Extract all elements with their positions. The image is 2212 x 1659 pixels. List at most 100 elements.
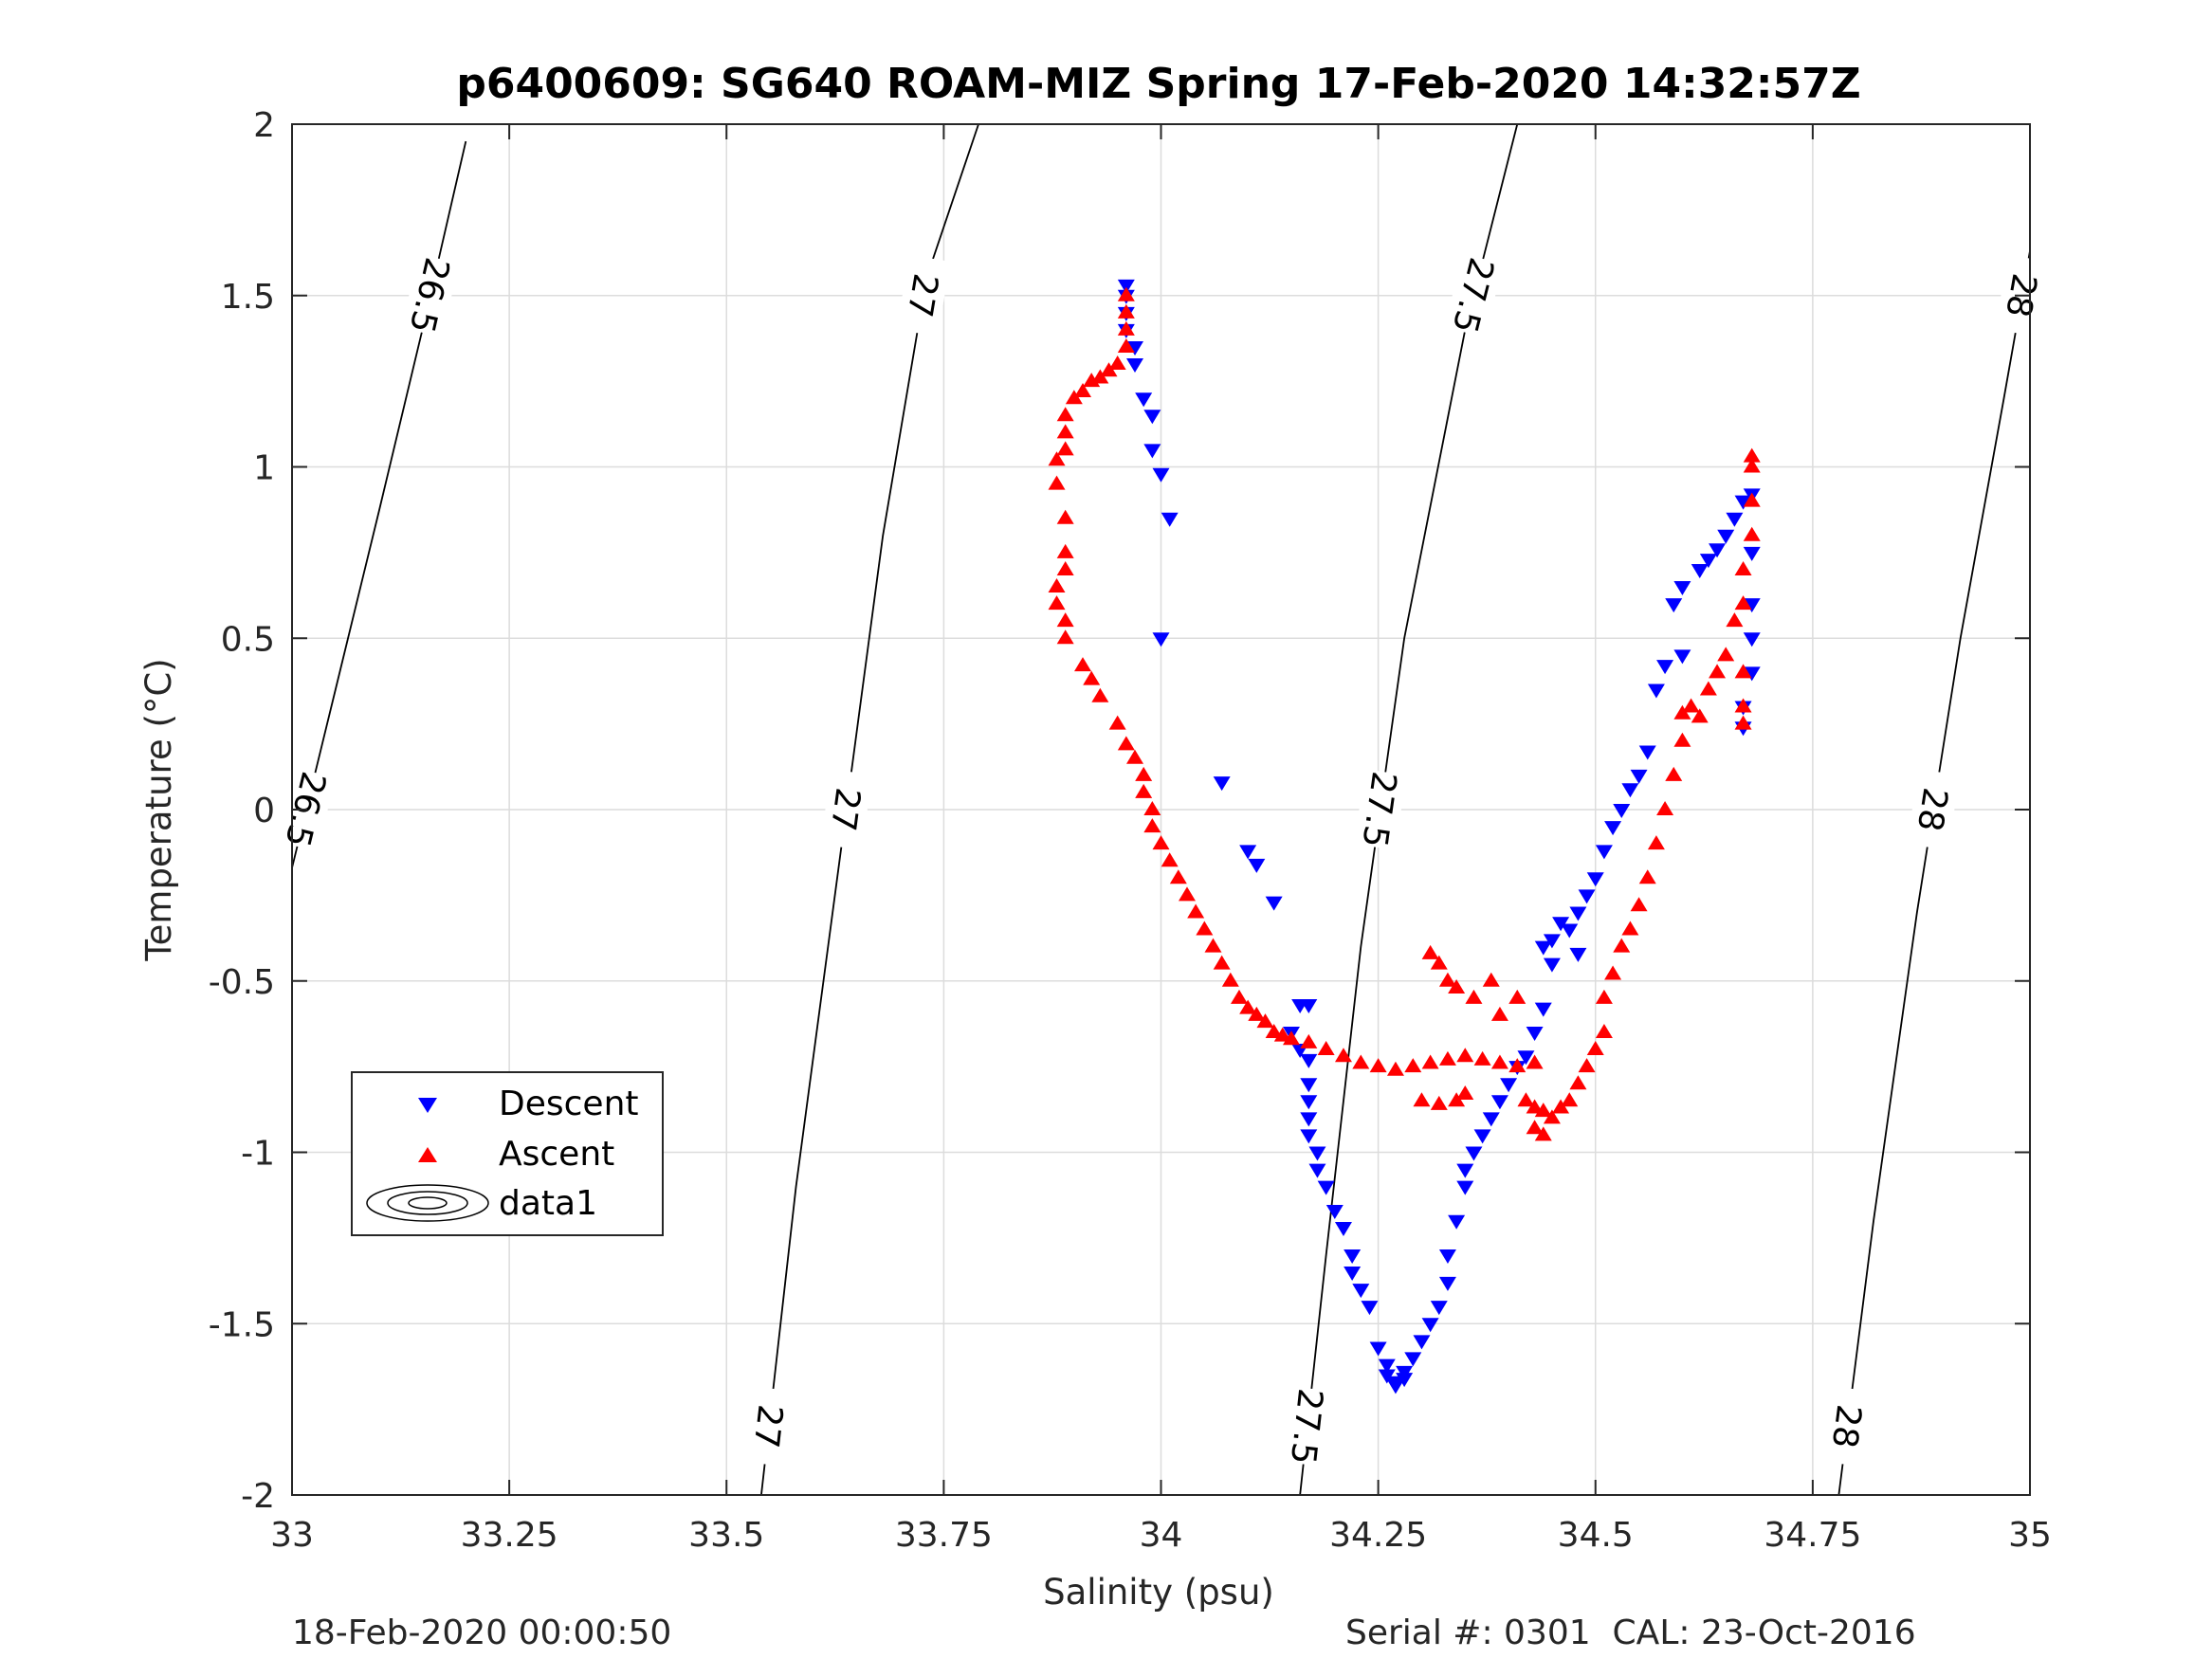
y-tick-label: 2	[253, 106, 275, 145]
ascent-marker	[1421, 1054, 1439, 1069]
ascent-marker	[1056, 560, 1074, 575]
descent-marker	[1396, 1365, 1414, 1380]
descent-marker	[1369, 1341, 1387, 1357]
descent-marker	[1656, 660, 1674, 675]
descent-marker	[1161, 512, 1179, 527]
contour-label-backing	[401, 253, 460, 337]
ascent-marker	[1334, 1048, 1352, 1063]
x-tick-label: 33.25	[461, 1516, 558, 1555]
descent-marker	[1665, 598, 1683, 613]
ascent-marker	[1673, 732, 1691, 747]
descent-marker	[1361, 1301, 1379, 1316]
x-axis-ticks: 33 33.25 33.5 33.75 34 34.25 34.5 34.75 35	[270, 124, 2052, 1555]
ascent-marker	[1543, 1109, 1561, 1124]
ascent-marker	[1465, 989, 1483, 1004]
descent-marker	[1152, 467, 1170, 483]
contour-label-backing	[1282, 1386, 1333, 1467]
ascent-marker	[1534, 1126, 1552, 1141]
descent-marker	[1126, 358, 1144, 374]
grid-lines	[291, 123, 2031, 1496]
ascent-marker	[1048, 595, 1066, 611]
ascent-marker	[1352, 1054, 1370, 1069]
ascent-marker	[1056, 441, 1074, 456]
descent-marker	[1543, 934, 1561, 949]
x-tick-label: 33.75	[895, 1516, 993, 1555]
ascent-marker	[1656, 801, 1674, 815]
ascent-marker	[1734, 698, 1752, 713]
ascent-marker	[1691, 708, 1709, 723]
ascent-marker	[1074, 382, 1092, 397]
descent-marker	[1621, 783, 1639, 798]
ascent-marker	[1126, 749, 1144, 764]
ascent-marker	[1438, 972, 1456, 987]
ascent-marker	[1135, 766, 1153, 781]
contour-label: 27	[899, 270, 944, 319]
ascent-marker	[1282, 1030, 1300, 1046]
descent-marker	[1438, 1249, 1456, 1264]
descent-marker	[1534, 1002, 1552, 1017]
descent-marker	[1482, 1112, 1500, 1127]
legend-box	[351, 1071, 664, 1236]
descent-marker	[1569, 947, 1587, 962]
ascent-marker	[1048, 578, 1066, 593]
ascent-marker	[1638, 869, 1656, 884]
descent-marker	[1300, 1129, 1318, 1144]
contour-label: 28	[1824, 1402, 1868, 1450]
ascent-marker	[1091, 369, 1109, 384]
ascent-marker	[1456, 1085, 1474, 1101]
ascent-marker	[1578, 1058, 1596, 1073]
x-tick-label: 34.5	[1558, 1516, 1634, 1555]
density-contour-line	[291, 140, 467, 868]
ascent-marker	[1161, 852, 1179, 867]
descent-marker	[1248, 858, 1266, 873]
ascent-marker	[1108, 356, 1126, 371]
ascent-marker	[1048, 451, 1066, 466]
ascent-marker	[1726, 612, 1744, 628]
ascent-marker	[1517, 1092, 1535, 1107]
ascent-marker	[1386, 1061, 1404, 1076]
descent-marker	[1490, 1095, 1508, 1110]
ascent-marker	[1586, 1041, 1604, 1056]
legend-contour-label: data1	[499, 1184, 597, 1223]
descent-marker	[1325, 1204, 1344, 1219]
contour-label: 27	[823, 785, 868, 833]
ascent-marker	[1204, 938, 1222, 953]
ascent-marker	[1196, 921, 1214, 936]
ascent-marker	[1490, 1006, 1508, 1021]
density-contour-line	[760, 123, 979, 1496]
descent-marker	[1317, 1180, 1335, 1195]
ascent-marker	[1630, 897, 1648, 912]
descent-marker	[1438, 1276, 1456, 1291]
descent-marker	[1352, 1284, 1370, 1299]
ascent-marker	[1117, 286, 1135, 301]
contour-label-backing	[1907, 769, 1961, 850]
ascent-marker	[1709, 664, 1727, 679]
x-tick-label: 33.5	[688, 1516, 764, 1555]
ascent-marker	[1056, 509, 1074, 524]
y-tick-label: 0	[253, 792, 275, 830]
descent-marker	[1517, 1050, 1535, 1066]
descent-marker	[1604, 821, 1622, 836]
ascent-marker	[1613, 938, 1631, 953]
descent-marker	[1300, 1095, 1318, 1110]
ascent-marker	[1430, 1095, 1448, 1110]
ascent-marker	[1534, 1103, 1552, 1118]
contour-label-backing	[743, 1386, 795, 1467]
ascent-marker	[1056, 629, 1074, 645]
ascent-marker	[1083, 373, 1101, 388]
ascent-marker	[1187, 903, 1205, 919]
descent-marker	[1334, 1222, 1352, 1237]
y-tick-label: -0.5	[209, 963, 275, 1002]
ascent-marker	[1169, 869, 1187, 884]
descent-marker	[1430, 1301, 1448, 1316]
descent-marker	[1691, 563, 1709, 578]
descent-marker	[1152, 632, 1170, 647]
descent-marker	[1726, 512, 1744, 527]
ascent-marker	[1561, 1092, 1579, 1107]
descent-marker	[1673, 581, 1691, 596]
descent-marker	[1630, 769, 1648, 784]
ascent-marker	[1448, 1092, 1466, 1107]
ascent-marker	[1490, 1054, 1508, 1069]
ascent-marker	[1734, 560, 1752, 575]
ascent-marker	[1117, 337, 1135, 353]
